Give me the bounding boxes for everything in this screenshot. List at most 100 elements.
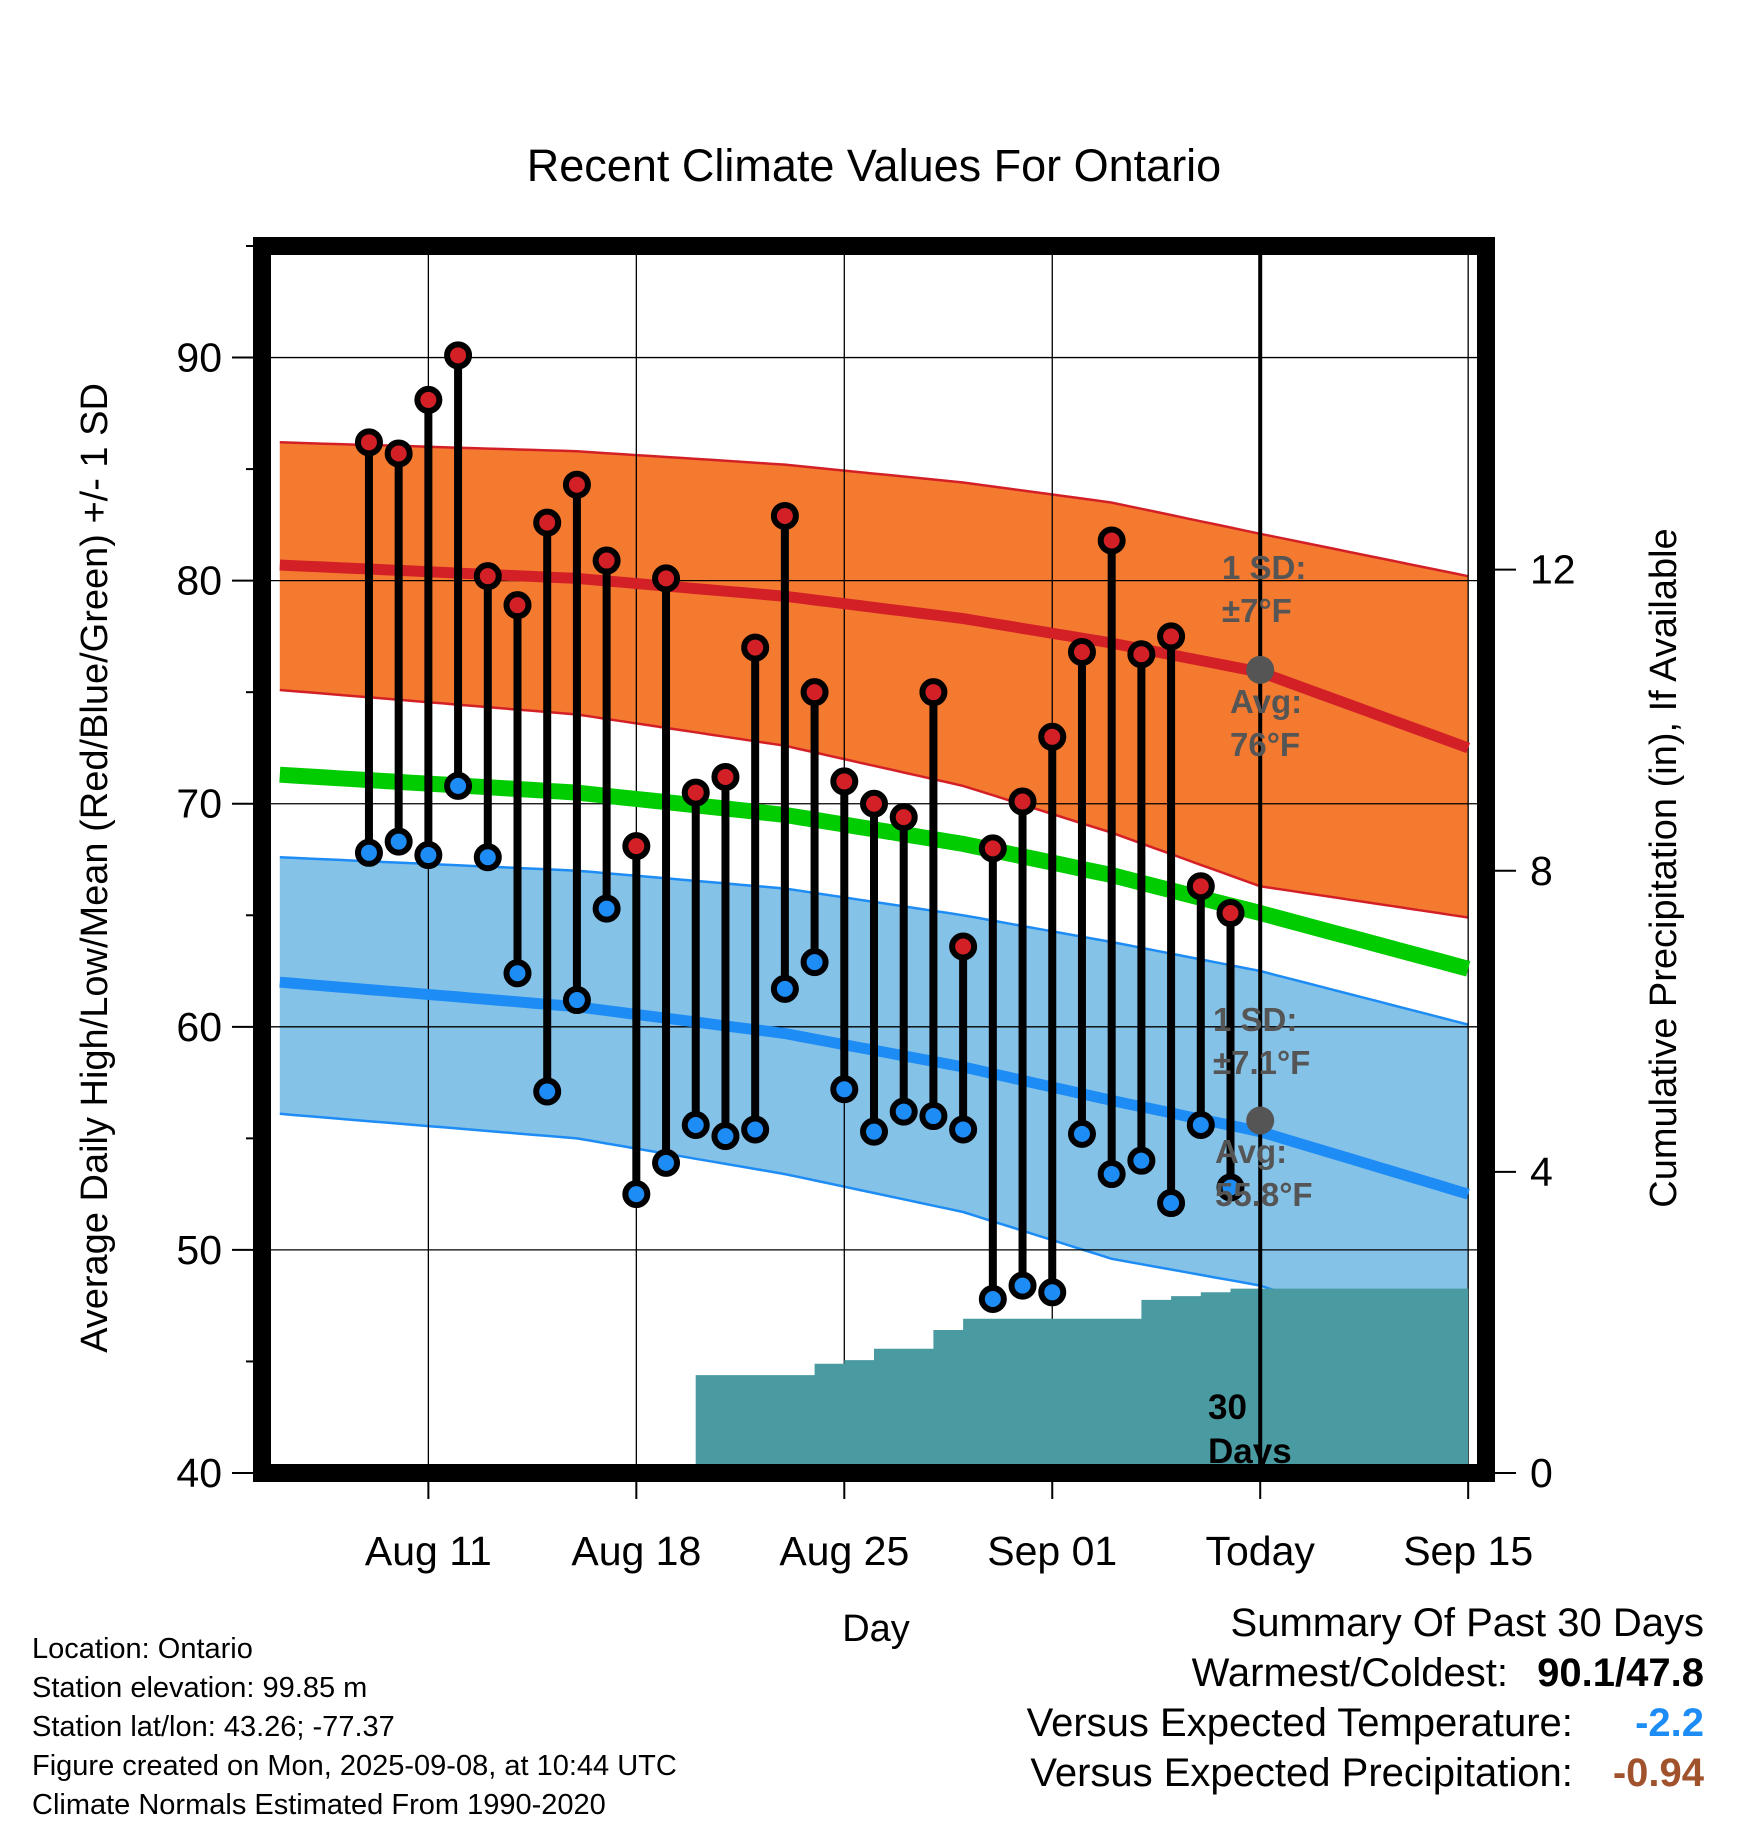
precip-value: -0.94: [1612, 1751, 1704, 1795]
daily-high-point: [1038, 722, 1067, 751]
y2-axis-title: Cumulative Precipitation (in), If Availa…: [1643, 528, 1685, 1207]
daily-high-point: [1097, 526, 1126, 555]
days-label-number: 30: [1208, 1388, 1247, 1427]
daily-low-point: [592, 894, 621, 923]
daily-high-point: [978, 834, 1007, 863]
low-sd-label: 1 SD:: [1213, 1001, 1297, 1038]
high-avg-value: 76°F: [1230, 726, 1300, 763]
daily-low-point: [533, 1077, 562, 1106]
x-axis-title: Day: [842, 1608, 910, 1650]
warmest-value: 90.1/47.8: [1537, 1651, 1704, 1695]
daily-low-point: [473, 843, 502, 872]
today-high-avg-marker: [1246, 655, 1275, 684]
low-avg-label: Avg:: [1215, 1133, 1287, 1170]
daily-high-point: [622, 832, 651, 861]
summary-warmest-row: Warmest/Coldest: 90.1/47.8: [1027, 1648, 1704, 1698]
warmest-label: Warmest/Coldest:: [1191, 1651, 1509, 1695]
today-marker: [1246, 246, 1275, 1473]
y-tick-label: 50: [176, 1227, 222, 1273]
daily-low-point: [384, 827, 413, 856]
daily-low-point: [562, 986, 591, 1015]
daily-high-point: [1157, 622, 1186, 651]
summary-precip-row: Versus Expected Precipitation: -0.94: [1027, 1748, 1704, 1798]
daily-high-point: [681, 778, 710, 807]
y-tick-label: 80: [176, 558, 222, 604]
precipitation-area: [279, 1288, 1469, 1473]
days-label-word: Days: [1208, 1432, 1292, 1471]
temp-label: Versus Expected Temperature:: [1026, 1701, 1573, 1745]
daily-high-point: [414, 385, 443, 414]
daily-low-point: [1127, 1146, 1156, 1175]
daily-high-point: [652, 564, 681, 593]
daily-high-point: [1127, 640, 1156, 669]
low-sd-value: ±7.1°F: [1213, 1044, 1310, 1081]
daily-low-point: [1067, 1119, 1096, 1148]
summary-temp-row: Versus Expected Temperature: -2.2: [1027, 1698, 1704, 1748]
elevation-text: Station elevation: 99.85 m: [32, 1672, 368, 1704]
daily-high-point: [741, 633, 770, 662]
daily-high-point: [354, 428, 383, 457]
x-tick-label: Sep 15: [1403, 1528, 1533, 1574]
daily-high-point: [444, 341, 473, 370]
y-tick-label: 60: [176, 1004, 222, 1050]
daily-low-point: [889, 1097, 918, 1126]
daily-low-point: [741, 1115, 770, 1144]
daily-low-point: [1216, 1173, 1245, 1202]
daily-high-point: [800, 678, 829, 707]
low-avg-value: 55.8°F: [1215, 1176, 1313, 1213]
summary-panel: Summary Of Past 30 Days Warmest/Coldest:…: [1027, 1598, 1704, 1798]
daily-low-point: [622, 1180, 651, 1209]
precip-label: Versus Expected Precipitation:: [1030, 1751, 1573, 1795]
daily-high-point: [473, 562, 502, 591]
daily-low-point: [503, 959, 532, 988]
daily-low-point: [1038, 1278, 1067, 1307]
y-tick-label: 40: [176, 1450, 222, 1496]
daily-high-point: [1216, 899, 1245, 928]
daily-range-bars: [354, 341, 1245, 1313]
created-text: Figure created on Mon, 2025-09-08, at 10…: [32, 1750, 677, 1782]
daily-high-point: [533, 508, 562, 537]
daily-low-point: [354, 838, 383, 867]
daily-low-point: [652, 1148, 681, 1177]
daily-low-point: [770, 974, 799, 1003]
annotations: 1 SD: ±7°F Avg: 76°F 1 SD: ±7.1°F Avg: 5…: [1208, 549, 1313, 1471]
today-low-avg-marker: [1246, 1106, 1275, 1135]
y2-tick-label: 12: [1530, 547, 1576, 593]
y-tick-label: 70: [176, 781, 222, 827]
summary-heading: Summary Of Past 30 Days: [1230, 1601, 1704, 1645]
daily-low-point: [800, 948, 829, 977]
daily-low-point: [978, 1284, 1007, 1313]
location-text: Location: Ontario: [32, 1633, 253, 1665]
x-tick-label: Aug 11: [365, 1528, 492, 1574]
plot-border: [253, 237, 1495, 1482]
daily-high-point: [711, 762, 740, 791]
chart-title: Recent Climate Values For Ontario: [527, 140, 1221, 191]
daily-low-point: [1097, 1160, 1126, 1189]
normals-text: Climate Normals Estimated From 1990-2020: [32, 1789, 606, 1821]
daily-low-point: [860, 1117, 888, 1146]
daily-high-point: [384, 439, 413, 468]
daily-high-point: [1008, 787, 1037, 816]
daily-low-point: [949, 1115, 978, 1144]
daily-high-point: [919, 678, 948, 707]
plot-frame: [253, 237, 1495, 1482]
y2-tick-label: 8: [1530, 848, 1553, 894]
daily-high-point: [503, 591, 532, 620]
daily-high-point: [592, 546, 621, 575]
daily-high-point: [1067, 638, 1096, 667]
y2-tick-label: 4: [1530, 1149, 1553, 1195]
high-sd-value: ±7°F: [1222, 592, 1292, 629]
daily-high-point: [889, 803, 918, 832]
daily-low-point: [414, 841, 443, 870]
daily-low-point: [1186, 1110, 1215, 1139]
daily-low-point: [711, 1122, 740, 1151]
daily-low-point: [830, 1075, 859, 1104]
y-axis-title: Average Daily High/Low/Mean (Red/Blue/Gr…: [74, 383, 116, 1353]
daily-high-point: [770, 501, 799, 530]
high-avg-label: Avg:: [1230, 683, 1302, 720]
daily-high-point: [949, 932, 978, 961]
high-band-lower-edge: [279, 688, 1469, 919]
x-tick-label: Today: [1206, 1528, 1316, 1574]
x-tick-label: Sep 01: [987, 1528, 1117, 1574]
station-info: Location: Ontario Station elevation: 99.…: [32, 1630, 677, 1825]
